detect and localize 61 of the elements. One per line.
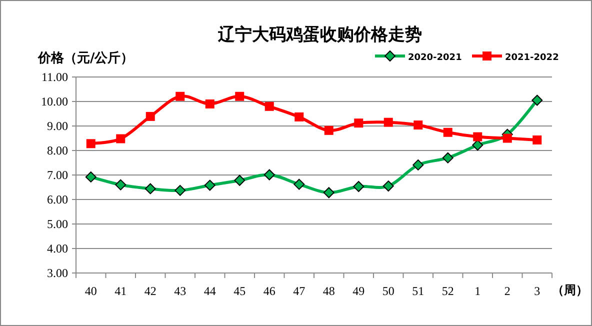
x-tick-label: 49 [352,284,365,298]
point [235,92,244,101]
point [532,94,543,106]
point [176,92,185,101]
x-tick-label: 47 [293,284,306,298]
point [115,179,126,190]
x-tick-label: 48 [322,284,335,298]
y-tick-label: 10.00 [41,94,68,108]
point [85,171,96,182]
point [382,180,394,192]
point [86,139,96,148]
point [146,112,155,121]
x-tick-label: 46 [263,284,276,298]
point [234,174,246,186]
y-tick-label: 4.00 [47,242,68,256]
chart-title: 辽宁大码鸡蛋收购价格走势 [217,25,422,45]
x-tick-label: 45 [234,284,246,298]
point [442,152,454,164]
point [443,128,452,137]
point [502,134,512,143]
y-tick-label: 9.00 [47,119,68,133]
point [174,184,186,196]
y-tick-label: 3.00 [47,266,68,280]
y-tick-label: 5.00 [47,217,68,231]
x-tick-label: 50 [382,284,394,298]
point [473,132,482,142]
x-tick-label: 52 [442,284,454,298]
point [204,180,216,191]
point [353,181,364,192]
point [412,159,424,170]
y-tick-label: 8.00 [47,144,68,158]
point [294,112,304,122]
x-axis-title: （周） [552,283,588,297]
x-tick-label: 40 [84,284,97,298]
y-tick-label: 6.00 [47,192,68,206]
x-tick-label: 43 [174,284,186,298]
point [472,140,484,151]
x-tick-label: 1 [474,284,481,298]
point [144,183,156,194]
x-tick-label: 42 [144,284,156,298]
y-tick-label: 7.00 [47,168,68,182]
x-tick-label: 3 [534,284,540,298]
x-tick-label: 51 [412,284,424,298]
point [324,126,334,135]
x-tick-label: 41 [114,284,127,298]
point [354,118,364,128]
point [323,187,334,198]
point [414,120,423,130]
point [384,118,393,127]
point [205,99,214,108]
x-tick-label: 44 [204,284,216,298]
point [116,134,126,144]
point [264,102,274,111]
x-tick-label: 2 [504,284,510,298]
point [294,178,305,190]
point [532,135,542,144]
y-tick-label: 11.00 [41,70,68,84]
y-axis-title: 价格（元/公斤） [37,50,134,66]
legend-label: 2021-2022 [505,53,559,63]
point [264,169,275,180]
legend-label: 2020-2021 [408,53,462,63]
